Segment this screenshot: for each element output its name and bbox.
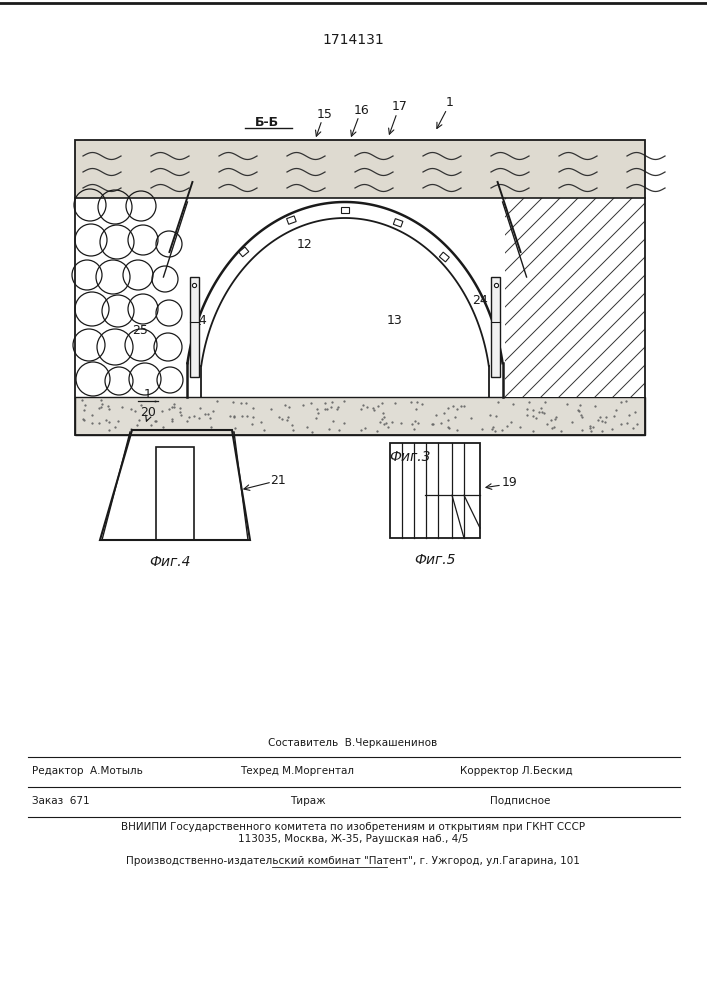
Text: 113035, Москва, Ж-35, Раушская наб., 4/5: 113035, Москва, Ж-35, Раушская наб., 4/5	[238, 834, 468, 844]
Text: Тираж: Тираж	[290, 796, 326, 806]
Bar	[189, 277, 199, 377]
Text: Техред М.Моргентал: Техред М.Моргентал	[240, 766, 354, 776]
Text: Б-Б: Б-Б	[255, 116, 279, 129]
Text: Составитель  В.Черкашенинов: Составитель В.Черкашенинов	[269, 738, 438, 748]
Bar	[491, 277, 500, 377]
Bar	[505, 198, 645, 397]
Text: Фиг.5: Фиг.5	[414, 553, 456, 567]
Bar	[75, 140, 645, 435]
Text: 1: 1	[144, 388, 152, 401]
Text: ВНИИПИ Государственного комитета по изобретениям и открытиям при ГКНТ СССР: ВНИИПИ Государственного комитета по изоб…	[121, 822, 585, 832]
Text: Фиг.4: Фиг.4	[149, 555, 191, 569]
Text: 20: 20	[140, 406, 156, 418]
Text: Производственно-издательский комбинат "Патент", г. Ужгород, ул.Гагарина, 101: Производственно-издательский комбинат "П…	[126, 856, 580, 866]
Text: Подписное: Подписное	[490, 796, 550, 806]
Text: 1714131: 1714131	[322, 33, 384, 47]
Bar	[390, 443, 480, 538]
Text: Корректор Л.Бескид: Корректор Л.Бескид	[460, 766, 573, 776]
Text: 16: 16	[354, 104, 370, 116]
Text: Редактор  А.Мотыль: Редактор А.Мотыль	[32, 766, 143, 776]
Bar	[393, 219, 403, 227]
Text: Фиг.3: Фиг.3	[390, 450, 431, 464]
Text: 15: 15	[317, 107, 333, 120]
Bar	[75, 397, 645, 435]
Text: 24: 24	[472, 294, 488, 306]
Text: 1: 1	[446, 97, 454, 109]
Bar	[156, 446, 194, 540]
Text: 21: 21	[270, 474, 286, 487]
Text: 25: 25	[132, 324, 148, 336]
Text: 12: 12	[297, 238, 313, 251]
Bar	[239, 247, 249, 257]
Text: 19: 19	[502, 477, 518, 489]
Text: 13: 13	[387, 314, 403, 326]
Bar	[286, 216, 296, 224]
Text: Заказ  671: Заказ 671	[32, 796, 90, 806]
Text: 17: 17	[392, 101, 408, 113]
Bar	[341, 207, 349, 213]
Bar	[75, 140, 645, 198]
Bar	[439, 252, 450, 262]
Text: 14: 14	[192, 314, 208, 326]
